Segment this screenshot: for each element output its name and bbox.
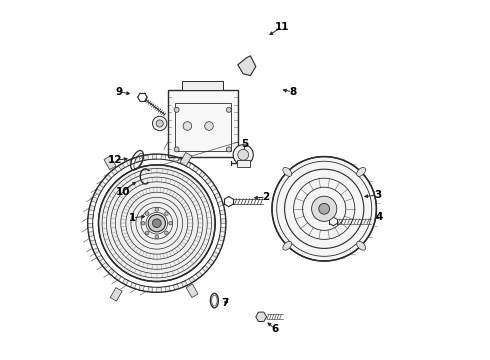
Polygon shape bbox=[97, 255, 103, 262]
Polygon shape bbox=[93, 248, 99, 254]
Polygon shape bbox=[102, 262, 109, 269]
Polygon shape bbox=[220, 219, 226, 223]
Text: 10: 10 bbox=[115, 186, 130, 197]
Text: 7: 7 bbox=[221, 298, 228, 308]
Polygon shape bbox=[238, 56, 256, 76]
Circle shape bbox=[146, 212, 149, 215]
Circle shape bbox=[165, 231, 168, 235]
Circle shape bbox=[98, 165, 215, 282]
Circle shape bbox=[226, 147, 231, 152]
Polygon shape bbox=[135, 157, 140, 162]
Bar bbox=[237, 160, 250, 167]
Text: 4: 4 bbox=[375, 212, 383, 222]
Polygon shape bbox=[99, 181, 106, 188]
Polygon shape bbox=[170, 156, 175, 161]
Ellipse shape bbox=[357, 167, 366, 176]
Text: 1: 1 bbox=[129, 213, 136, 223]
Circle shape bbox=[165, 212, 168, 215]
Circle shape bbox=[312, 196, 337, 221]
Polygon shape bbox=[256, 312, 267, 321]
Polygon shape bbox=[139, 285, 144, 291]
Polygon shape bbox=[181, 281, 187, 287]
Circle shape bbox=[155, 235, 159, 239]
Circle shape bbox=[152, 219, 161, 228]
Polygon shape bbox=[199, 171, 206, 178]
Bar bbox=[182, 81, 223, 90]
Polygon shape bbox=[122, 279, 128, 285]
Circle shape bbox=[183, 122, 192, 130]
Circle shape bbox=[319, 203, 330, 214]
Ellipse shape bbox=[357, 241, 366, 250]
Bar bbox=[104, 156, 116, 170]
Polygon shape bbox=[205, 177, 212, 184]
Text: 6: 6 bbox=[271, 324, 278, 334]
Polygon shape bbox=[152, 154, 157, 159]
Bar bbox=[186, 284, 198, 298]
Polygon shape bbox=[126, 159, 132, 166]
Bar bbox=[110, 288, 122, 301]
Circle shape bbox=[205, 122, 213, 130]
Polygon shape bbox=[108, 269, 115, 275]
Text: 3: 3 bbox=[374, 190, 381, 200]
Circle shape bbox=[174, 107, 179, 112]
Circle shape bbox=[152, 116, 167, 131]
Text: 2: 2 bbox=[262, 192, 270, 202]
Polygon shape bbox=[214, 193, 220, 199]
Polygon shape bbox=[148, 287, 152, 292]
Text: 8: 8 bbox=[289, 87, 296, 97]
Polygon shape bbox=[90, 240, 96, 246]
Circle shape bbox=[174, 147, 179, 152]
Polygon shape bbox=[220, 228, 226, 232]
Polygon shape bbox=[193, 166, 199, 172]
Circle shape bbox=[169, 221, 172, 225]
Polygon shape bbox=[115, 274, 121, 281]
Polygon shape bbox=[196, 271, 202, 278]
Polygon shape bbox=[119, 163, 125, 170]
Polygon shape bbox=[88, 214, 93, 219]
Circle shape bbox=[233, 145, 253, 165]
Ellipse shape bbox=[283, 167, 292, 176]
Circle shape bbox=[148, 215, 166, 232]
Polygon shape bbox=[165, 286, 171, 292]
Bar bbox=[175, 103, 231, 151]
Polygon shape bbox=[88, 223, 93, 228]
Polygon shape bbox=[89, 205, 95, 211]
Polygon shape bbox=[95, 189, 101, 195]
Polygon shape bbox=[105, 174, 112, 181]
Circle shape bbox=[141, 221, 145, 225]
Polygon shape bbox=[210, 185, 217, 191]
Polygon shape bbox=[202, 265, 209, 272]
Polygon shape bbox=[189, 276, 195, 283]
Text: 12: 12 bbox=[107, 155, 122, 165]
Circle shape bbox=[156, 120, 163, 127]
Text: 11: 11 bbox=[274, 22, 289, 32]
Polygon shape bbox=[111, 168, 118, 175]
Bar bbox=[168, 90, 238, 157]
Circle shape bbox=[238, 149, 248, 160]
Polygon shape bbox=[91, 197, 98, 203]
Polygon shape bbox=[177, 158, 183, 164]
Polygon shape bbox=[218, 201, 223, 207]
Polygon shape bbox=[143, 155, 148, 160]
Circle shape bbox=[155, 208, 159, 211]
Polygon shape bbox=[173, 284, 179, 290]
Ellipse shape bbox=[283, 241, 292, 250]
Polygon shape bbox=[208, 259, 214, 265]
Text: 5: 5 bbox=[242, 139, 248, 149]
Polygon shape bbox=[88, 231, 94, 237]
Circle shape bbox=[146, 231, 149, 235]
Bar bbox=[180, 152, 192, 166]
Polygon shape bbox=[185, 161, 192, 168]
Polygon shape bbox=[219, 236, 224, 241]
Circle shape bbox=[226, 107, 231, 112]
Polygon shape bbox=[212, 252, 219, 258]
Polygon shape bbox=[130, 282, 136, 289]
Circle shape bbox=[272, 157, 376, 261]
Polygon shape bbox=[220, 210, 225, 215]
Polygon shape bbox=[216, 244, 222, 249]
Text: 9: 9 bbox=[116, 87, 122, 97]
Polygon shape bbox=[157, 287, 161, 292]
Polygon shape bbox=[161, 154, 166, 160]
